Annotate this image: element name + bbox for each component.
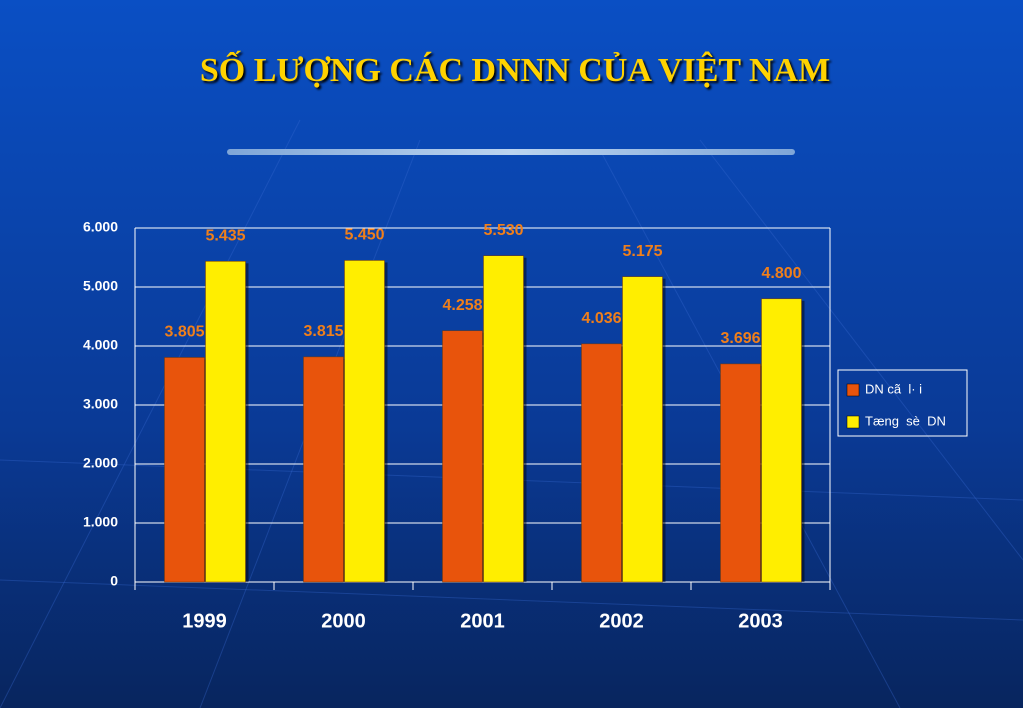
legend-label: Tæng sè DN [865, 413, 946, 428]
chart-title: SỐ LƯỢNG CÁC DNNN CỦA VIỆT NAM [200, 50, 830, 89]
y-tick-label: 0 [110, 573, 118, 589]
value-label: 4.800 [761, 265, 801, 282]
bar [761, 298, 802, 583]
title-rule [227, 149, 795, 155]
bar [720, 363, 761, 583]
y-tick-label: 2.000 [83, 455, 118, 471]
x-tick-label: 2002 [599, 610, 644, 632]
value-label: 4.036 [581, 310, 621, 327]
value-label: 5.530 [483, 222, 523, 239]
bar [581, 343, 622, 583]
legend-box [837, 369, 968, 437]
x-tick-label: 2000 [321, 610, 366, 632]
y-tick-label: 6.000 [83, 219, 118, 235]
y-tick-label: 5.000 [83, 278, 118, 294]
value-label: 5.435 [205, 228, 245, 245]
legend-label: DN cã l· i [865, 381, 922, 396]
bar [303, 356, 344, 583]
value-label: 3.815 [303, 323, 343, 340]
y-tick-label: 3.000 [83, 396, 118, 412]
bar [622, 276, 663, 583]
value-label: 3.805 [164, 324, 204, 341]
bar [344, 260, 385, 583]
x-tick-label: 2003 [738, 610, 783, 632]
value-label: 5.175 [622, 243, 662, 260]
x-tick-label: 2001 [460, 610, 505, 632]
value-label: 3.696 [720, 330, 760, 347]
bar [442, 330, 483, 583]
value-label: 4.258 [442, 297, 482, 314]
y-tick-label: 1.000 [83, 514, 118, 530]
value-label: 5.450 [344, 227, 384, 244]
y-tick-label: 4.000 [83, 337, 118, 353]
bar [205, 261, 246, 583]
legend-swatch [846, 415, 860, 429]
x-tick-label: 1999 [182, 610, 227, 632]
bar [483, 255, 524, 583]
legend-swatch [846, 383, 860, 397]
bar [164, 357, 205, 583]
